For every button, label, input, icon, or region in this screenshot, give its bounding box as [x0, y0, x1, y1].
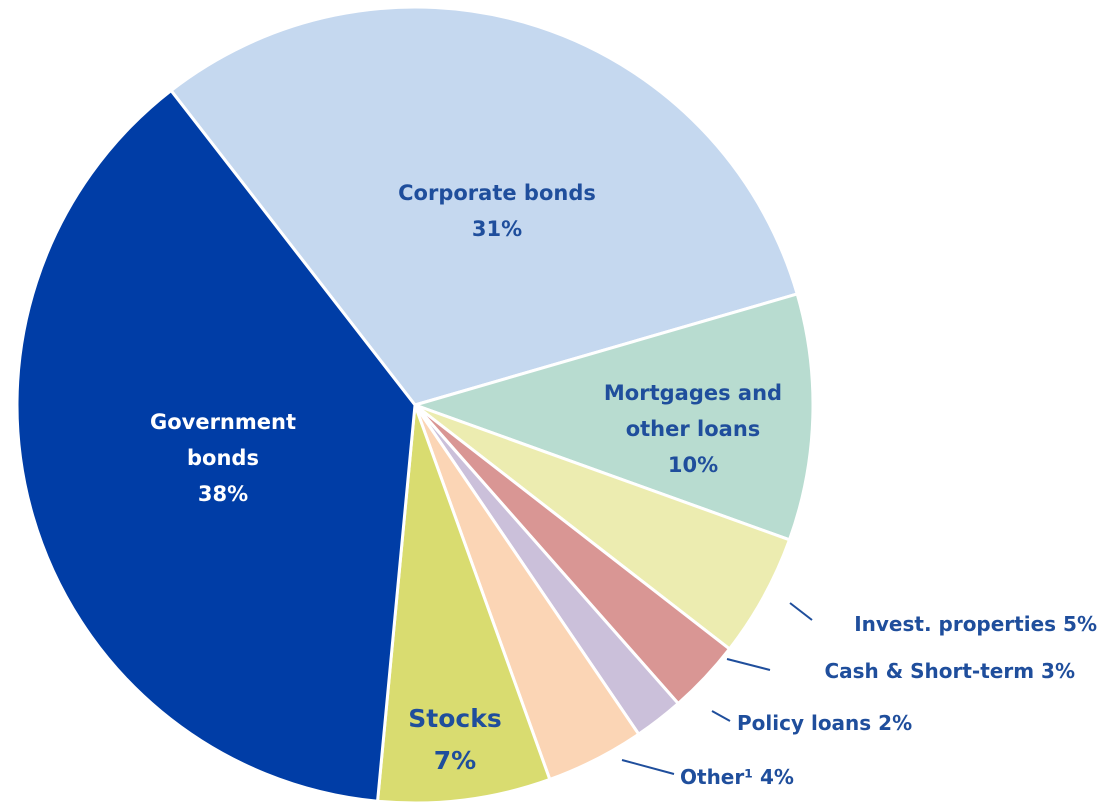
slice-label: Mortgages and other loans 10% — [603, 375, 783, 483]
value-label: 10% — [667, 453, 719, 477]
pie-slice — [375, 404, 552, 805]
category-label: Government bonds — [149, 410, 296, 470]
category-label: Policy loans — [737, 711, 872, 735]
slice-label: Policy loans 2% — [737, 711, 912, 735]
value-label: 5% — [1063, 612, 1097, 636]
leader-line — [711, 710, 731, 722]
pie-slice — [15, 88, 417, 803]
category-label: Mortgages and other loans — [603, 381, 783, 441]
value-label: 31% — [471, 217, 523, 241]
pie-slice — [410, 292, 815, 542]
leader-line — [726, 658, 771, 671]
value-label: 2% — [878, 711, 913, 735]
slice-label: Corporate bonds 31% — [347, 175, 647, 247]
category-label: Invest. properties — [854, 612, 1057, 636]
slice-label: Other¹ 4% — [680, 765, 794, 789]
category-label: Corporate bonds — [398, 181, 596, 205]
pie-slice — [168, 5, 800, 407]
slice-label: Cash & Short-term 3% — [824, 659, 1075, 683]
value-label: 38% — [197, 482, 249, 506]
slice-label: Invest. properties 5% — [854, 612, 1097, 636]
value-label: 3% — [1041, 659, 1075, 683]
leader-line — [621, 759, 675, 775]
category-label: Other¹ — [680, 765, 753, 789]
value-label: 4% — [759, 765, 794, 789]
leader-line — [789, 602, 813, 621]
value-label: 7% — [433, 746, 477, 775]
slice-label: Stocks 7% — [380, 698, 530, 782]
leader-lines — [621, 602, 813, 775]
slice-label: Government bonds 38% — [148, 404, 298, 512]
category-label: Stocks — [408, 704, 502, 733]
category-label: Cash & Short-term — [824, 659, 1035, 683]
